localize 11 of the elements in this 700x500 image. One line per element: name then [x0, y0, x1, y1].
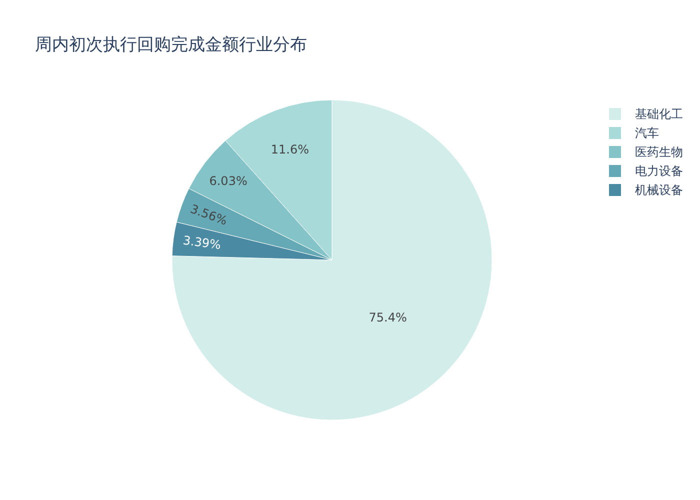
legend-label: 电力设备	[635, 164, 683, 178]
data-label: 75.4%	[368, 310, 407, 324]
legend-label: 医药生物	[635, 145, 683, 159]
data-label: 6.03%	[209, 174, 248, 188]
data-label: 3.39%	[182, 233, 222, 252]
legend-label: 汽车	[635, 126, 659, 140]
data-label: 11.6%	[270, 142, 309, 157]
legend-label: 机械设备	[635, 183, 683, 197]
legend-label: 基础化工	[635, 107, 683, 121]
data-label: 3.56%	[188, 202, 230, 228]
chart-title: 周内初次执行回购完成金额行业分布	[35, 35, 307, 55]
